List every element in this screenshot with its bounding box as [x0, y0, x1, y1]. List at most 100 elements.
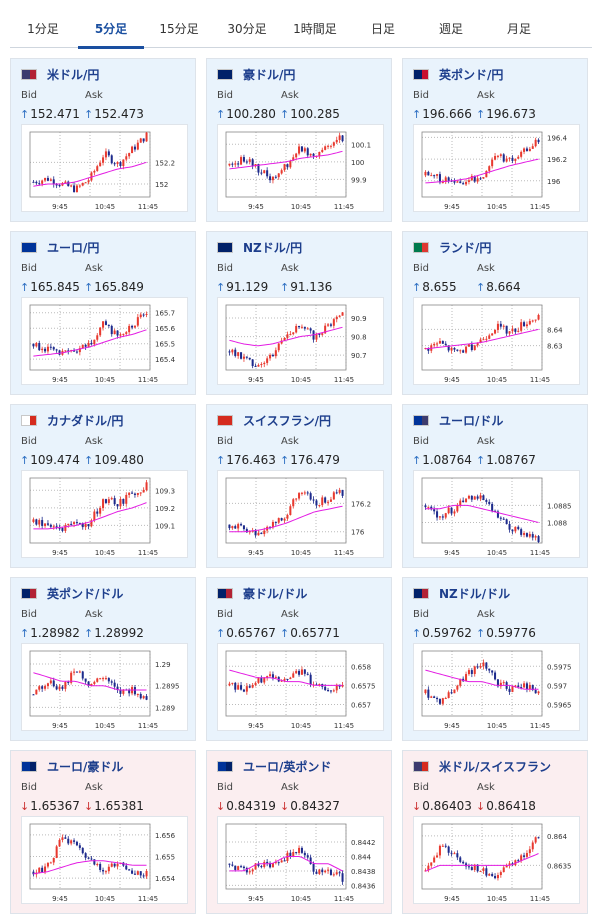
candle-body — [55, 184, 58, 186]
pair-name[interactable]: NZドル/ドル — [439, 586, 511, 601]
candle-body — [465, 181, 468, 185]
y-tick-label: 0.864 — [547, 833, 568, 841]
ask-price: ↑1.28992 — [84, 626, 144, 640]
mini-chart[interactable]: 90.9 90.8 90.7 9:45 10:45 11:45 — [217, 297, 384, 385]
currency-card[interactable]: ランド/円 Bid Ask ↑8.655 ↑8.664 8.64 8.63 9:45 10:45… — [402, 231, 588, 395]
mini-chart[interactable]: 0.5975 0.597 0.5965 9:45 10:45 11:45 — [413, 643, 580, 731]
card-title[interactable]: 英ポンド/ドル — [21, 585, 123, 601]
pair-name[interactable]: 豪ドル/円 — [243, 67, 296, 82]
tab-1hour[interactable]: 1時間足 — [293, 22, 337, 36]
card-title[interactable]: ランド/円 — [413, 239, 491, 255]
candle-body — [231, 864, 234, 866]
mini-chart[interactable]: 8.64 8.63 9:45 10:45 11:45 — [413, 297, 580, 385]
pair-name[interactable]: スイスフラン/円 — [243, 413, 332, 428]
currency-card[interactable]: NZドル/円 Bid Ask ↑91.129 ↑91.136 90.9 90.8 90.7 9:… — [206, 231, 392, 395]
x-tick-label: 10:45 — [487, 203, 507, 211]
currency-card[interactable]: 米ドル/スイスフラン Bid Ask ↓0.86403 ↓0.86418 0.864 0.8… — [402, 750, 588, 914]
y-tick-label: 8.64 — [547, 326, 563, 334]
candle-body — [254, 530, 257, 536]
mini-chart[interactable]: 109.3 109.2 109.1 9:45 10:45 11:45 — [21, 470, 188, 558]
card-title[interactable]: ユーロ/英ポンド — [217, 758, 331, 774]
currency-card[interactable]: 英ポンド/円 Bid Ask ↑196.666 ↑196.673 196.4 196.2 19… — [402, 58, 588, 222]
card-title[interactable]: NZドル/ドル — [413, 585, 510, 601]
pair-name[interactable]: 米ドル/スイスフラン — [439, 759, 552, 774]
candle-body — [64, 681, 67, 689]
candle-body — [433, 696, 436, 698]
candle-body — [32, 871, 35, 875]
pair-name[interactable]: カナダドル/円 — [47, 413, 124, 428]
currency-card[interactable]: ユーロ/ドル Bid Ask ↑1.08764 ↑1.08767 1.0885 1.088 9… — [402, 404, 588, 568]
card-title[interactable]: 英ポンド/円 — [413, 66, 503, 82]
pair-name[interactable]: ユーロ/英ポンド — [243, 759, 332, 774]
tab-monthly[interactable]: 月足 — [506, 22, 531, 36]
currency-card[interactable]: 米ドル/円 Bid Ask ↑152.471 ↑152.473 152.2 152 9:45 1… — [10, 58, 196, 222]
card-title[interactable]: 豪ドル/円 — [217, 66, 295, 82]
mini-chart[interactable]: 0.864 0.8635 9:45 10:45 11:45 — [413, 816, 580, 904]
currency-card[interactable]: NZドル/ドル Bid Ask ↑0.59762 ↑0.59776 0.5975 0.597… — [402, 577, 588, 741]
y-tick-label: 1.088 — [547, 519, 567, 527]
card-title[interactable]: NZドル/円 — [217, 239, 302, 255]
candle-body — [289, 160, 292, 168]
card-title[interactable]: 米ドル/スイスフラン — [413, 758, 551, 774]
mini-chart[interactable]: 1.656 1.655 1.654 9:45 10:45 11:45 — [21, 816, 188, 904]
pair-name[interactable]: 英ポンド/ドル — [47, 586, 124, 601]
pair-name[interactable]: 米ドル/円 — [47, 67, 100, 82]
tab-weekly[interactable]: 週足 — [438, 22, 463, 36]
pair-name[interactable]: ユーロ/ドル — [439, 413, 504, 428]
card-title[interactable]: ユーロ/円 — [21, 239, 99, 255]
mini-chart[interactable]: 152.2 152 9:45 10:45 11:45 — [21, 124, 188, 212]
y-tick-label: 0.8436 — [351, 882, 376, 890]
currency-card[interactable]: ユーロ/英ポンド Bid Ask ↓0.84319 ↓0.84327 0.8442 0.84… — [206, 750, 392, 914]
pair-name[interactable]: 英ポンド/円 — [439, 67, 504, 82]
tab-30min[interactable]: 30分足 — [227, 22, 267, 36]
x-tick-label: 9:45 — [444, 549, 460, 557]
pair-name[interactable]: ユーロ/円 — [47, 240, 100, 255]
card-title[interactable]: スイスフラン/円 — [217, 412, 331, 428]
bid-label: Bid — [21, 90, 37, 101]
mini-chart[interactable]: 0.658 0.6575 0.657 9:45 10:45 11:45 — [217, 643, 384, 731]
currency-card[interactable]: スイスフラン/円 Bid Ask ↑176.463 ↑176.479 176.2 176 9:… — [206, 404, 392, 568]
tab-daily[interactable]: 日足 — [370, 22, 395, 36]
candle-body — [260, 677, 263, 683]
candle-body — [61, 686, 64, 689]
tab-1min[interactable]: 1分足 — [27, 22, 59, 36]
candle-body — [110, 325, 113, 335]
bid-value: 109.474 — [30, 453, 80, 467]
candle-body — [110, 863, 113, 867]
pair-name[interactable]: ランド/円 — [439, 240, 492, 255]
card-title[interactable]: ユーロ/豪ドル — [21, 758, 123, 774]
mini-chart[interactable]: 0.8442 0.844 0.8438 0.8436 9:45 10:45 11:45 — [217, 816, 384, 904]
candle-body — [32, 181, 35, 183]
mini-chart[interactable]: 165.7 165.6 165.5 165.4 9:45 10:45 11:45 — [21, 297, 188, 385]
pair-name[interactable]: ユーロ/豪ドル — [47, 759, 124, 774]
tab-15min[interactable]: 15分足 — [159, 22, 199, 36]
pair-name[interactable]: 豪ドル/ドル — [243, 586, 308, 601]
currency-card[interactable]: ユーロ/円 Bid Ask ↑165.845 ↑165.849 165.7 165.6 165… — [10, 231, 196, 395]
card-title[interactable]: カナダドル/円 — [21, 412, 123, 428]
pair-name[interactable]: NZドル/円 — [243, 240, 303, 255]
x-tick-label: 11:45 — [334, 549, 354, 557]
arrow-up-icon: ↑ — [216, 627, 226, 640]
currency-card[interactable]: ユーロ/豪ドル Bid Ask ↓1.65367 ↓1.65381 1.656 1.655 1… — [10, 750, 196, 914]
currency-card[interactable]: カナダドル/円 Bid Ask ↑109.474 ↑109.480 109.3 109.2 1… — [10, 404, 196, 568]
mini-chart[interactable]: 196.4 196.2 196 9:45 10:45 11:45 — [413, 124, 580, 212]
mini-chart[interactable]: 1.29 1.2895 1.289 9:45 10:45 11:45 — [21, 643, 188, 731]
currency-card[interactable]: 豪ドル/ドル Bid Ask ↑0.65767 ↑0.65771 0.658 0.6575 0… — [206, 577, 392, 741]
bid-label: Bid — [217, 436, 233, 447]
candle-body — [102, 678, 105, 680]
y-tick-label: 0.8442 — [351, 839, 376, 847]
candle-body — [525, 853, 528, 857]
card-title[interactable]: 米ドル/円 — [21, 66, 99, 82]
mini-chart[interactable]: 176.2 176 9:45 10:45 11:45 — [217, 470, 384, 558]
mini-chart[interactable]: 100.1 100 99.9 9:45 10:45 11:45 — [217, 124, 384, 212]
tab-5min[interactable]: 5分足 — [78, 12, 144, 49]
card-title[interactable]: ユーロ/ドル — [413, 412, 503, 428]
candle-body — [324, 870, 327, 873]
mini-chart[interactable]: 1.0885 1.088 9:45 10:45 11:45 — [413, 470, 580, 558]
candle-body — [242, 689, 245, 692]
currency-card[interactable]: 英ポンド/ドル Bid Ask ↑1.28982 ↑1.28992 1.29 1.2895 1… — [10, 577, 196, 741]
currency-card[interactable]: 豪ドル/円 Bid Ask ↑100.280 ↑100.285 100.1 100 99.9 9… — [206, 58, 392, 222]
bid-value: 176.463 — [226, 453, 276, 467]
card-title[interactable]: 豪ドル/ドル — [217, 585, 307, 601]
candle-body — [499, 154, 502, 156]
